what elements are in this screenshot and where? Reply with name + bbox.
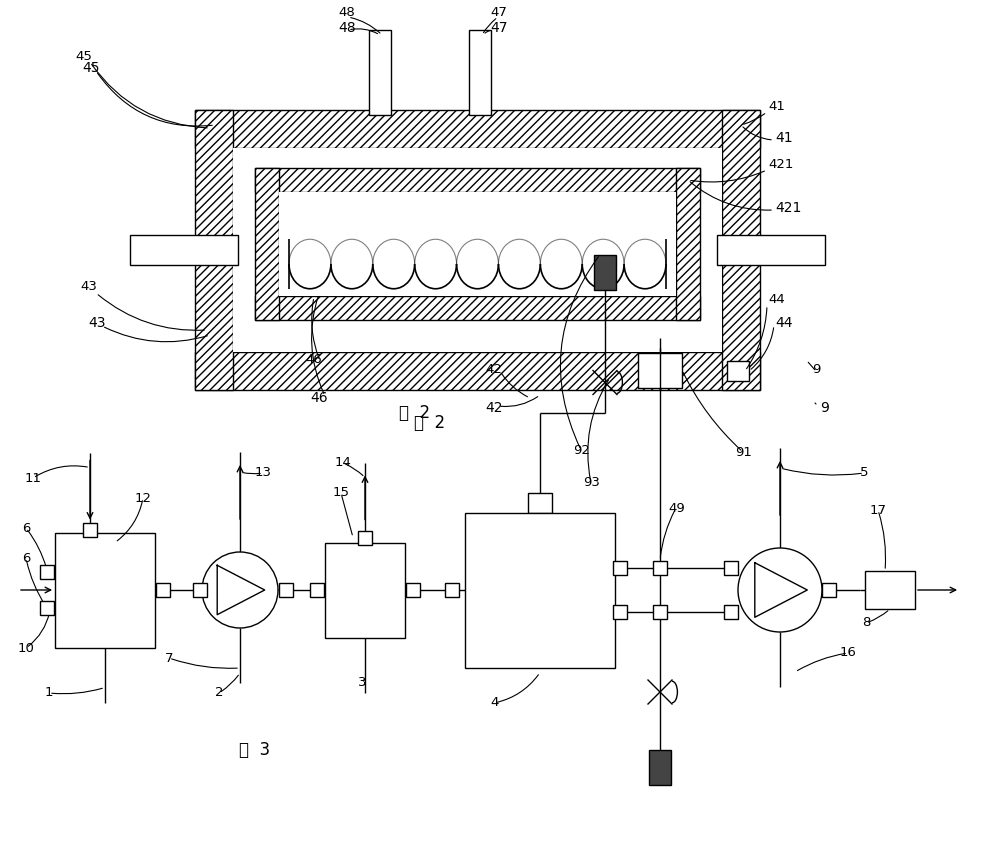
Bar	[653, 605, 667, 619]
Bar	[279, 192, 676, 296]
Text: 9: 9	[820, 401, 829, 415]
Bar	[722, 110, 760, 390]
Text: 8: 8	[862, 616, 870, 629]
Text: 16: 16	[840, 647, 857, 660]
Bar	[310, 583, 324, 597]
Bar	[724, 605, 738, 619]
Text: 3: 3	[358, 676, 366, 689]
Bar	[445, 583, 459, 597]
Text: 43: 43	[80, 280, 97, 293]
Text: 42: 42	[485, 401, 503, 415]
Text: 48: 48	[338, 21, 356, 35]
Bar	[195, 110, 760, 148]
Text: 13: 13	[255, 466, 272, 479]
Text: 46: 46	[305, 353, 322, 366]
Text: 5: 5	[860, 466, 868, 479]
Bar	[279, 583, 293, 597]
Text: 15: 15	[333, 486, 350, 499]
Bar	[638, 353, 682, 388]
Text: 92: 92	[573, 444, 590, 457]
Text: 41: 41	[775, 131, 793, 145]
Bar	[613, 605, 627, 619]
Bar	[40, 565, 54, 579]
Text: 6: 6	[22, 551, 30, 564]
Bar	[233, 148, 722, 352]
Bar	[727, 361, 749, 381]
Text: 1: 1	[45, 687, 54, 700]
Bar	[594, 255, 616, 290]
Text: 46: 46	[310, 391, 328, 405]
Text: 12: 12	[135, 491, 152, 504]
Bar	[469, 30, 491, 115]
Bar	[325, 542, 405, 637]
Text: 421: 421	[775, 201, 801, 215]
Bar	[406, 583, 420, 597]
Text: 48: 48	[338, 6, 355, 19]
Bar	[130, 235, 238, 265]
Text: 91: 91	[735, 445, 752, 458]
Bar	[195, 352, 760, 390]
Text: 4: 4	[490, 696, 498, 709]
Circle shape	[738, 548, 822, 632]
Text: 43: 43	[88, 316, 106, 330]
Bar	[649, 749, 671, 785]
Text: 图  2: 图 2	[414, 414, 446, 432]
Bar	[865, 571, 915, 609]
Bar	[255, 168, 279, 320]
Bar	[193, 583, 207, 597]
Text: 45: 45	[82, 61, 100, 75]
Bar	[195, 110, 233, 390]
Text: 42: 42	[485, 363, 502, 376]
Text: 44: 44	[775, 316, 792, 330]
Bar	[613, 561, 627, 575]
Bar	[822, 583, 836, 597]
Text: 7: 7	[165, 652, 174, 665]
Text: 421: 421	[768, 158, 793, 171]
Circle shape	[202, 552, 278, 628]
Bar	[676, 168, 700, 320]
Text: 14: 14	[335, 457, 352, 470]
Bar	[255, 296, 700, 320]
Bar	[653, 561, 667, 575]
Text: 9: 9	[812, 363, 820, 376]
Text: 图  3: 图 3	[239, 741, 271, 759]
Text: 93: 93	[583, 477, 600, 490]
Bar	[358, 530, 372, 544]
Text: 47: 47	[490, 6, 507, 19]
Text: 11: 11	[25, 471, 42, 484]
Bar	[83, 523, 97, 536]
Text: 10: 10	[18, 641, 35, 654]
Bar	[255, 168, 700, 192]
Bar	[156, 583, 170, 597]
Text: 图  2: 图 2	[399, 404, 431, 422]
Bar	[528, 492, 552, 512]
Bar	[724, 561, 738, 575]
Bar	[40, 601, 54, 615]
Bar	[55, 532, 155, 648]
Bar	[465, 512, 615, 667]
Text: 44: 44	[768, 293, 785, 306]
Text: 2: 2	[215, 687, 224, 700]
Text: 6: 6	[22, 522, 30, 535]
Text: 45: 45	[75, 50, 92, 63]
Text: 41: 41	[768, 100, 785, 113]
Text: 47: 47	[490, 21, 508, 35]
Bar	[369, 30, 391, 115]
Text: 49: 49	[668, 502, 685, 515]
Bar	[717, 235, 825, 265]
Text: 17: 17	[870, 503, 887, 516]
